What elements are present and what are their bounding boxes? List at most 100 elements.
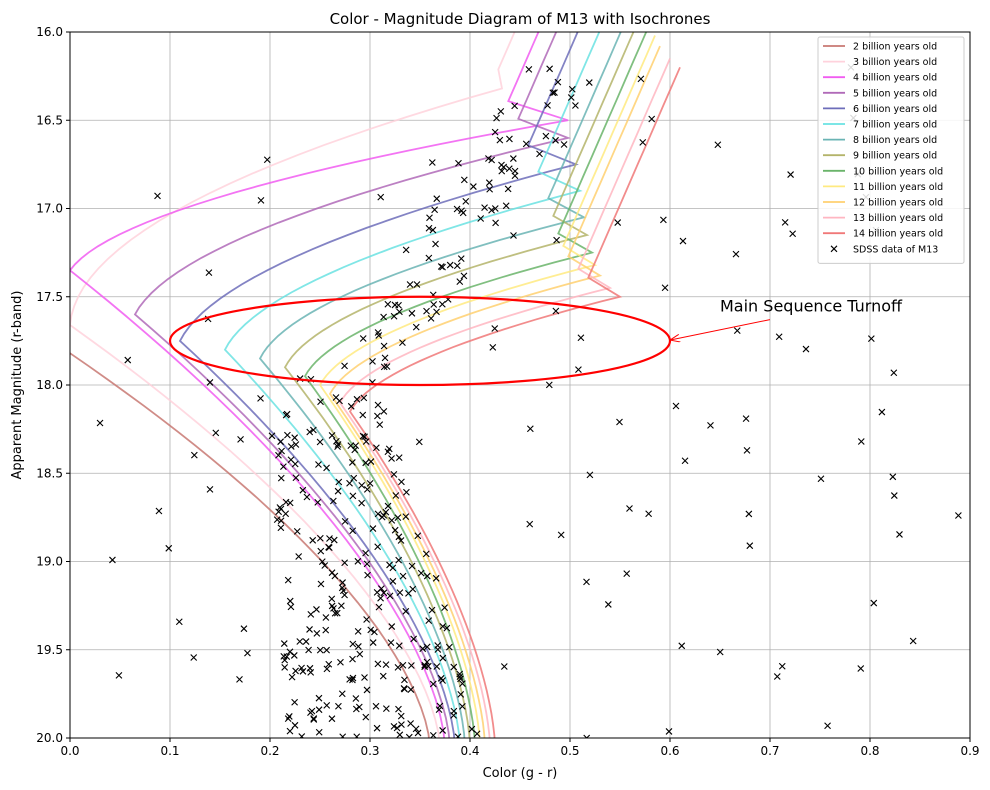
sdss-point [486,185,494,193]
sdss-point [306,428,314,436]
sdss-point [374,660,382,668]
x-tick-label: 0.4 [460,744,479,758]
x-tick-label: 0.1 [160,744,179,758]
sdss-point [398,721,405,728]
sdss-point [551,89,558,96]
x-tick-label: 0.8 [860,744,879,758]
sdss-point [328,569,336,577]
sdss-point [789,230,797,238]
sdss-point [361,674,368,681]
sdss-point [286,499,294,507]
y-tick-label: 18.0 [36,378,63,392]
sdss-point [359,335,367,342]
sdss-point [511,102,519,110]
isochrone-line [348,66,681,738]
sdss-point [505,165,513,173]
sdss-point [890,492,898,499]
sdss-point [552,307,560,315]
turnoff-label: Main Sequence Turnoff [720,297,903,316]
sdss-point [525,65,533,73]
sdss-point [429,680,437,688]
sdss-point [423,307,430,315]
sdss-point [280,463,287,470]
sdss-point [298,733,306,738]
sdss-point [313,630,321,637]
sdss-point [585,79,593,86]
sdss-point [511,172,519,180]
sdss-point [362,459,370,467]
y-tick-label: 19.5 [36,643,63,657]
sdss-point [315,728,323,736]
sdss-point [337,658,344,666]
sdss-point [422,550,430,558]
sdss-point [716,648,724,656]
sdss-point [175,618,183,626]
sdss-point [817,475,825,483]
isochrone-curves [70,32,681,738]
sdss-point [568,85,576,93]
sdss-point [661,284,669,292]
sdss-point [375,603,383,611]
sdss-point [409,585,417,593]
sdss-point [352,442,360,450]
sdss-point [155,507,163,515]
sdss-point [284,715,292,722]
sdss-point [339,587,347,595]
sdss-point [309,426,317,434]
isochrone-line [338,58,671,738]
isochrone-line [70,351,430,738]
sdss-point [393,724,401,732]
sdss-point [857,438,865,445]
sdss-point [257,395,264,402]
y-tick-label: 17.0 [36,202,63,216]
sdss-point [364,571,371,579]
sdss-point [380,512,388,519]
sdss-point [355,703,363,711]
y-axis-label: Apparent Magnitude (r-band) [10,291,25,480]
sdss-point [309,536,317,544]
x-axis-label: Color (g - r) [483,766,558,781]
sdss-point [367,458,375,465]
sdss-point [412,323,420,331]
sdss-point [423,643,431,651]
sdss-point [549,89,557,97]
sdss-point [317,547,325,555]
sdss-point [567,94,575,101]
sdss-point [329,497,337,505]
sdss-point [240,625,248,633]
sdss-point [206,485,214,493]
sdss-point [526,425,534,433]
sdss-point [347,402,355,410]
sdss-point [314,499,322,506]
sdss-point [395,642,403,650]
sdss-point [425,254,433,262]
sdss-point [353,395,361,403]
sdss-point [291,434,299,442]
sdss-point [380,407,388,415]
sdss-point [405,733,413,738]
sdss-point [323,701,331,709]
sdss-point [358,482,366,489]
sdss-point [488,156,496,164]
sdss-point [109,556,116,564]
sdss-point [781,219,789,226]
isochrone-line [258,32,622,738]
sdss-point [277,474,285,482]
sdss-point [366,480,374,487]
y-tick-label: 16.5 [36,113,63,127]
sdss-point [870,599,878,607]
sdss-point [681,457,689,465]
sdss-point [362,549,369,557]
sdss-point [374,412,381,420]
sdss-point [433,195,441,203]
y-tick-label: 16.0 [36,25,63,39]
sdss-point [402,513,410,520]
sdss-point [277,524,285,532]
sdss-point [560,141,568,148]
sdss-point [502,202,510,210]
sdss-point [455,159,462,167]
sdss-point [388,455,395,462]
sdss-point [275,508,283,516]
legend-label: 10 billion years old [853,166,943,177]
sdss-point [363,486,371,493]
